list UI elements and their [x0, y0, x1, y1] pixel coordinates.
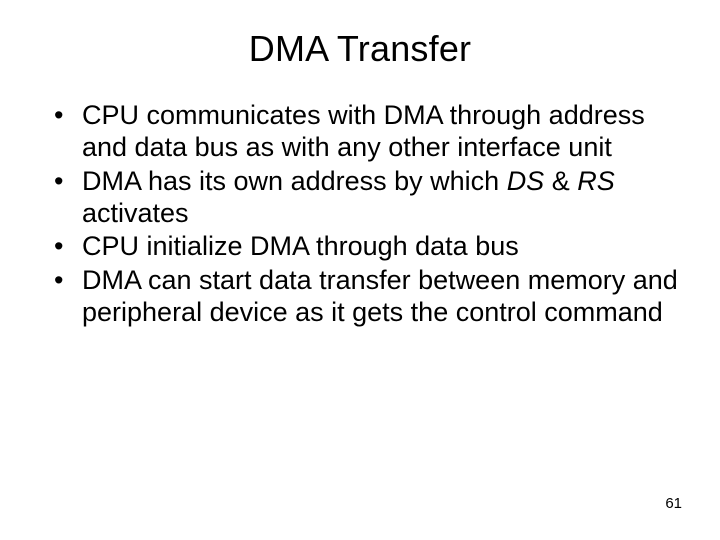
bullet-text: CPU communicates with DMA through addres…: [82, 100, 645, 162]
bullet-text: &: [544, 166, 577, 196]
slide: DMA Transfer CPU communicates with DMA t…: [0, 0, 720, 540]
list-item: DMA can start data transfer between memo…: [54, 265, 680, 329]
bullet-italic: RS: [577, 166, 615, 196]
bullet-text: DMA has its own address by which: [82, 166, 507, 196]
page-title: DMA Transfer: [40, 28, 680, 70]
page-number: 61: [665, 495, 682, 512]
list-item: CPU communicates with DMA through addres…: [54, 100, 680, 164]
bullet-italic: DS: [507, 166, 545, 196]
bullet-text: DMA can start data transfer between memo…: [82, 265, 678, 327]
list-item: CPU initialize DMA through data bus: [54, 231, 680, 263]
list-item: DMA has its own address by which DS & RS…: [54, 166, 680, 230]
bullet-list: CPU communicates with DMA through addres…: [40, 100, 680, 329]
bullet-text: CPU initialize DMA through data bus: [82, 231, 519, 261]
bullet-text: activates: [82, 198, 189, 228]
